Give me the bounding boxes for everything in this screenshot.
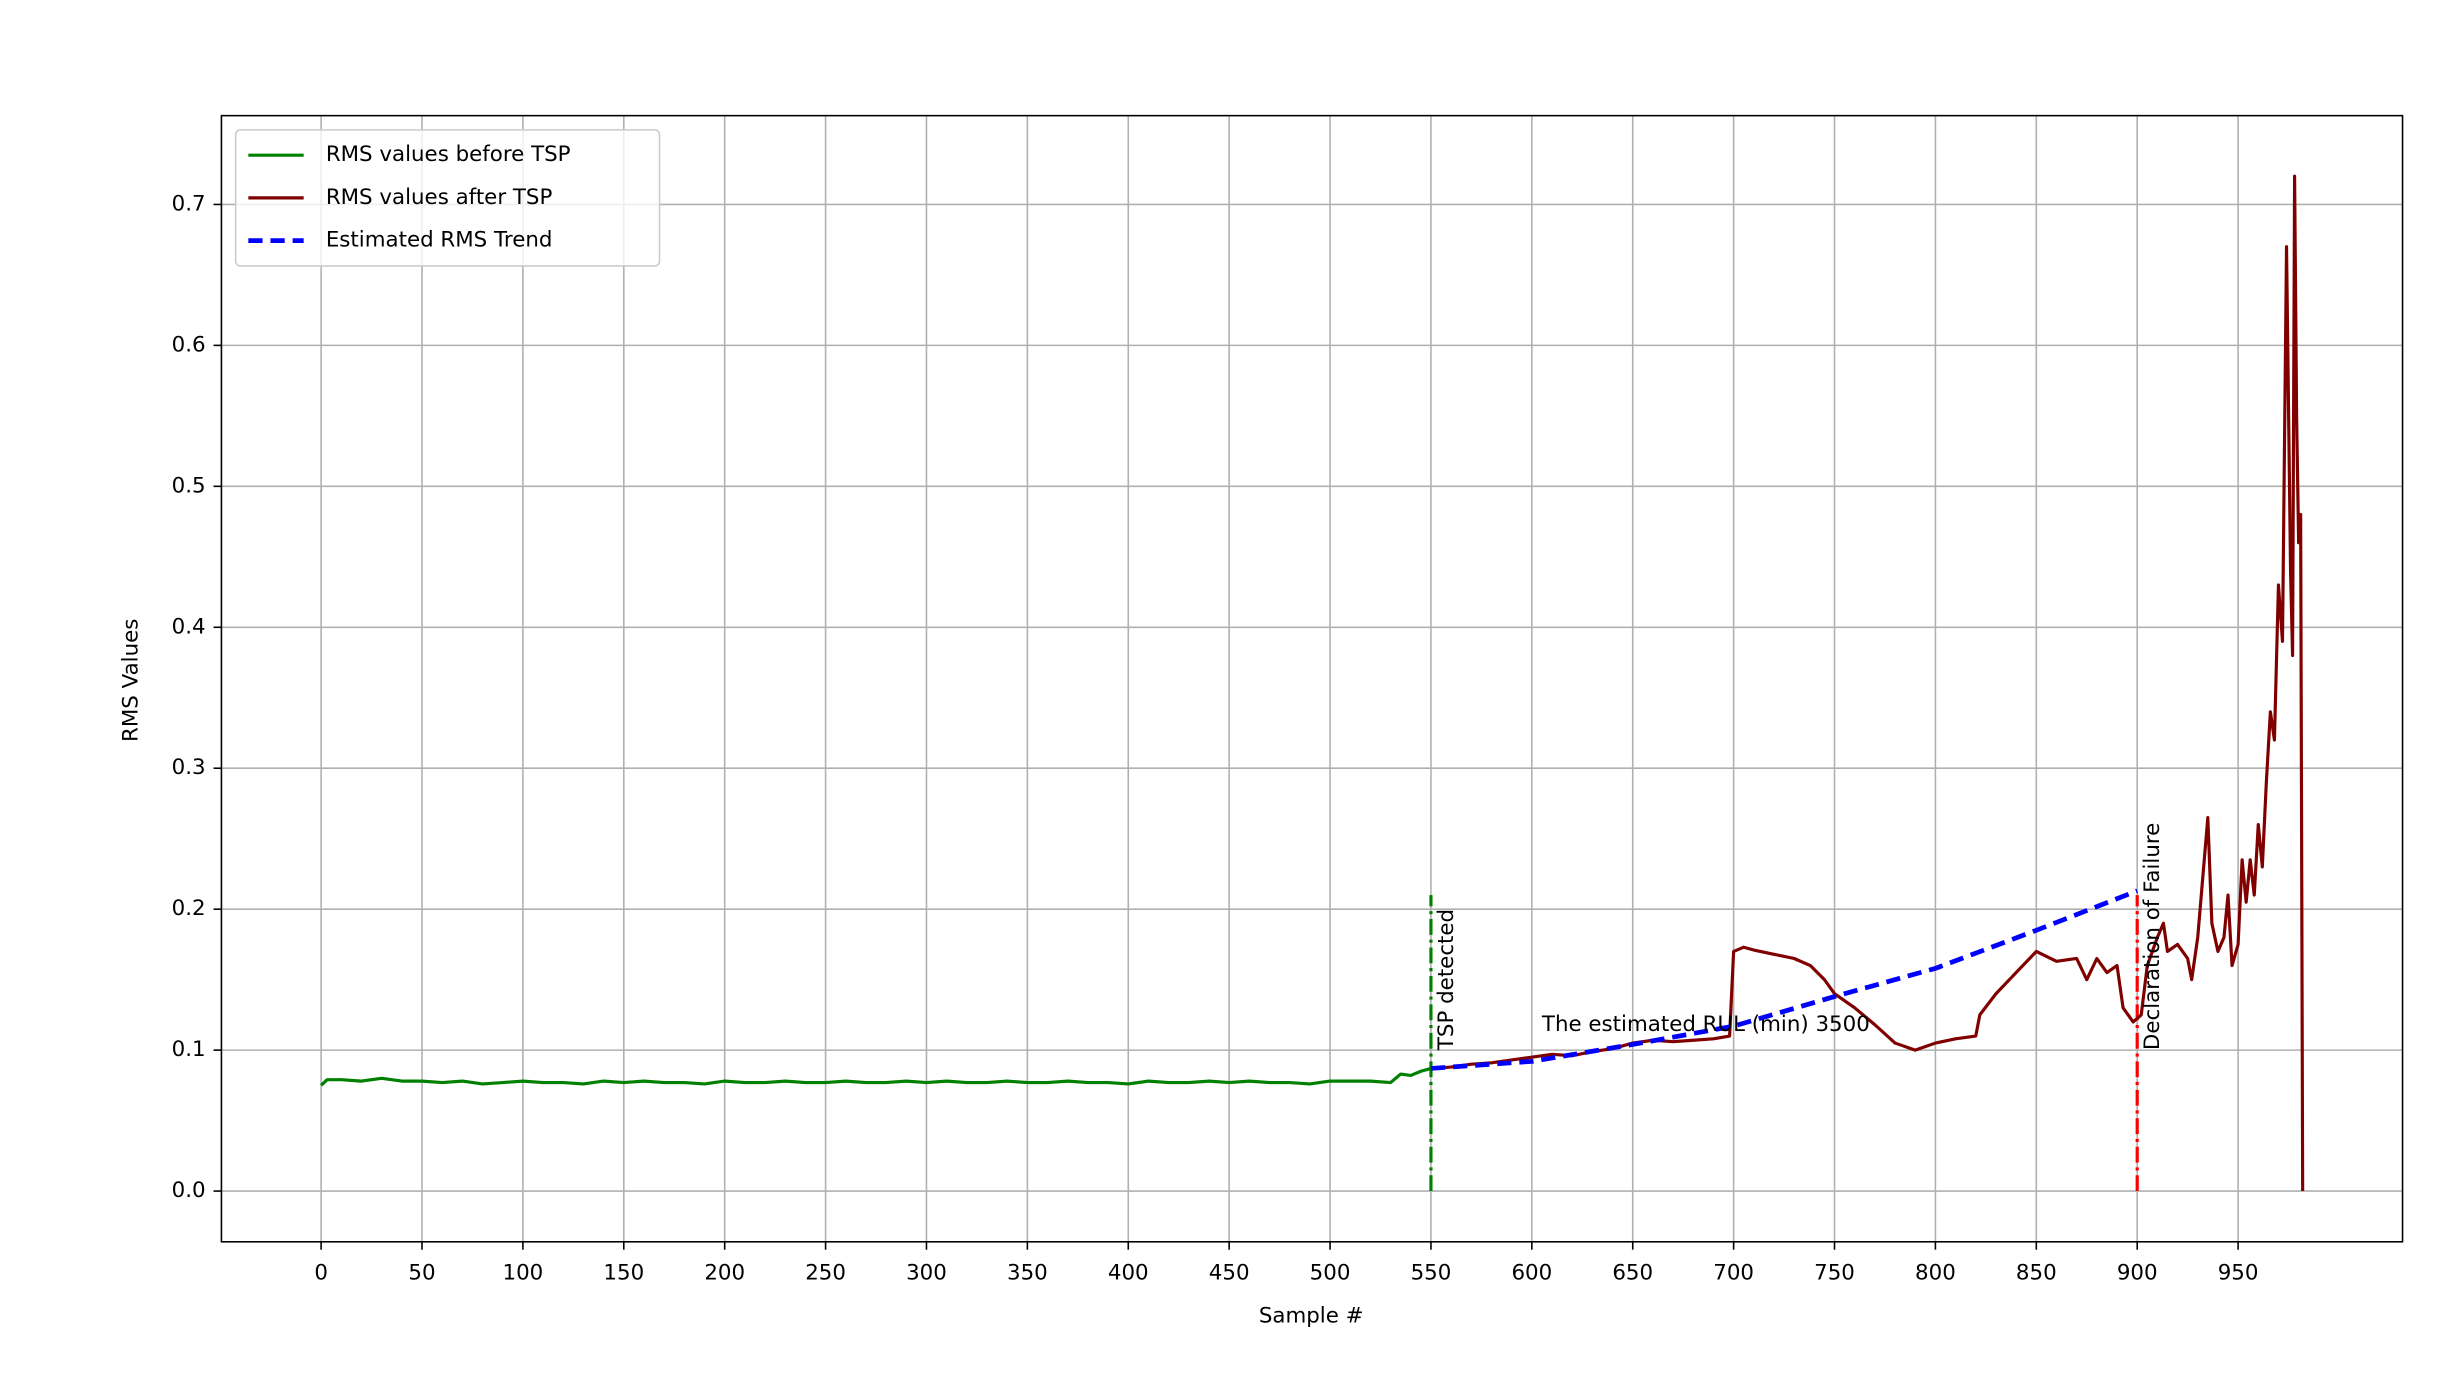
- x-tick-label: 100: [503, 1260, 544, 1285]
- y-axis-label: RMS Values: [119, 619, 144, 742]
- x-tick-label: 150: [603, 1260, 644, 1285]
- x-axis-label: Sample #: [1259, 1303, 1364, 1328]
- series-line: [1430, 174, 2305, 1192]
- y-tick-label: 0.5: [172, 473, 206, 498]
- x-tick-label: 500: [1310, 1260, 1351, 1285]
- plot: TSP detected Declaration of Failure The es…: [320, 174, 2305, 1192]
- annotation: The estimated RUL (min) 3500: [1541, 1012, 1870, 1037]
- x-tick-label: 850: [2016, 1260, 2057, 1285]
- y-tick-label: 0.3: [172, 755, 206, 780]
- y-tick-label: 0.2: [172, 896, 206, 921]
- x-tick-label: 600: [1511, 1260, 1552, 1285]
- y-tick-label: 0.0: [172, 1178, 206, 1203]
- y-tick-label: 0.7: [172, 191, 206, 216]
- legend-label: Estimated RMS Trend: [326, 228, 553, 253]
- x-tick-label: 0: [314, 1260, 328, 1285]
- x-tick-label: 50: [408, 1260, 435, 1285]
- x-tick-label: 900: [2117, 1260, 2158, 1285]
- series-line: [1430, 888, 2139, 1071]
- x-tick-label: 250: [805, 1260, 846, 1285]
- x-tick-label: 200: [704, 1260, 745, 1285]
- x-tick-label: 550: [1411, 1260, 1452, 1285]
- marker-label: TSP detected: [1434, 909, 1459, 1051]
- x-tick-label: 650: [1612, 1260, 1653, 1285]
- x-tick-label: 750: [1814, 1260, 1855, 1285]
- x-tick-label: 400: [1108, 1260, 1149, 1285]
- grid: 0 50 100 150 200 250 300 350 400 450 500 550 600 650 7…: [172, 115, 2403, 1285]
- legend: RMS values before TSP RMS values after TS…: [234, 129, 661, 267]
- x-tick-label: 350: [1007, 1260, 1048, 1285]
- x-tick-label: 300: [906, 1260, 947, 1285]
- legend-label: RMS values after TSP: [326, 185, 553, 210]
- y-tick-label: 0.1: [172, 1037, 206, 1062]
- series-line: [320, 1066, 1432, 1087]
- legend-box: [234, 129, 661, 267]
- x-tick-label: 950: [2218, 1260, 2259, 1285]
- y-tick-label: 0.4: [172, 614, 206, 639]
- y-tick-label: 0.6: [172, 332, 206, 357]
- x-tick-label: 450: [1209, 1260, 1250, 1285]
- legend-label: RMS values before TSP: [326, 142, 571, 167]
- x-tick-label: 800: [1915, 1260, 1956, 1285]
- x-tick-label: 700: [1713, 1260, 1754, 1285]
- marker-label: Declaration of Failure: [2140, 823, 2165, 1050]
- plot-frame: [220, 114, 2404, 1243]
